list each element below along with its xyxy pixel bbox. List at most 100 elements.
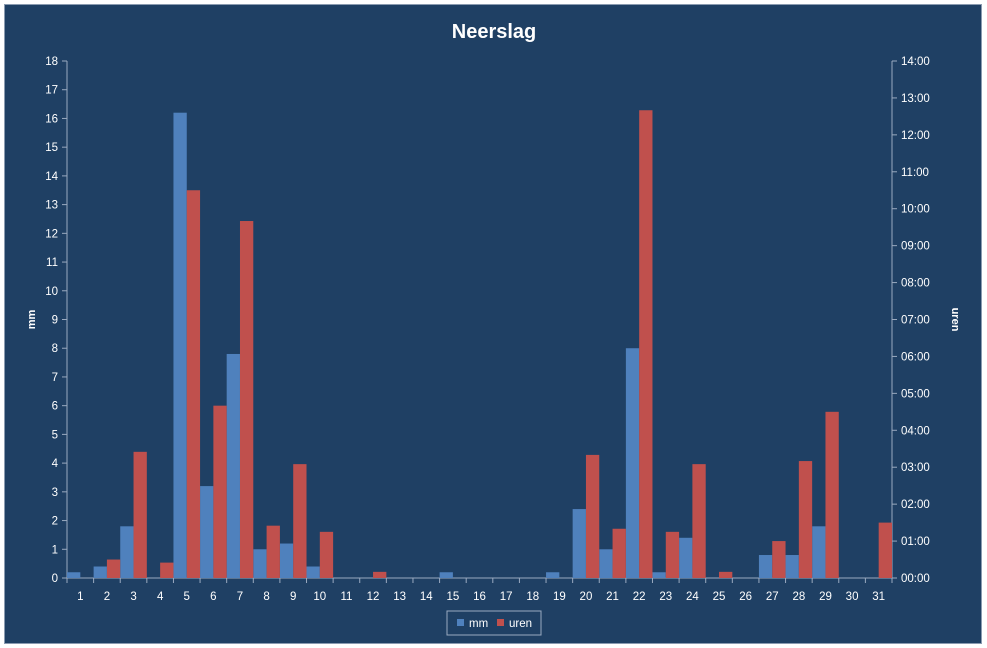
bar-mm-1: [67, 572, 81, 578]
legend: mm uren: [446, 610, 542, 636]
x-tick-label: 9: [290, 591, 296, 603]
x-tick-label: 3: [130, 591, 136, 603]
y-tick-label: 1: [52, 544, 58, 556]
bar-uren-20: [585, 454, 600, 578]
bar-uren-5: [186, 190, 201, 578]
bar-mm-21: [599, 549, 613, 578]
x-tick-label: 6: [210, 591, 216, 603]
x-tick-label: 7: [237, 591, 243, 603]
bar-uren-25: [719, 571, 733, 578]
bar-mm-5: [173, 112, 187, 578]
y-tick-label: 14: [45, 171, 58, 183]
y2-tick-label: 09:00: [901, 241, 930, 253]
x-tick-label: 29: [819, 591, 832, 603]
y-tick-label: 17: [45, 85, 58, 97]
bar-uren-12: [373, 571, 387, 578]
bar-uren-29: [825, 411, 839, 578]
x-tick-label: 17: [500, 591, 513, 603]
y-tick-label: 15: [45, 142, 58, 154]
x-tick-label: 21: [606, 591, 619, 603]
x-tick-label: 8: [263, 591, 269, 603]
x-tick-label: 5: [184, 591, 190, 603]
y-axis-title: mm: [26, 310, 38, 330]
bar-uren-10: [319, 531, 334, 578]
bar-uren-7: [239, 221, 254, 578]
y2-tick-label: 14:00: [901, 56, 930, 68]
x-tick-label: 10: [313, 591, 326, 603]
y2-tick-label: 06:00: [901, 351, 930, 363]
tick-labels: 012345678910111213141516171800:0001:0002…: [45, 56, 930, 603]
bar-mm-2: [93, 566, 107, 578]
x-tick-label: 12: [367, 591, 380, 603]
y2-tick-label: 10:00: [901, 204, 930, 216]
x-tick-label: 22: [633, 591, 646, 603]
y2-axis-title: uren: [949, 308, 961, 332]
bar-uren-22: [639, 110, 653, 579]
y-tick-label: 2: [52, 516, 58, 528]
y-tick-label: 4: [52, 458, 59, 470]
bar-uren-27: [772, 541, 786, 578]
legend-label-uren: uren: [509, 618, 532, 630]
x-tick-label: 13: [393, 591, 406, 603]
x-tick-label: 15: [446, 591, 459, 603]
y2-tick-label: 12:00: [901, 130, 930, 142]
bar-mm-22: [625, 348, 640, 578]
x-tick-label: 20: [580, 591, 593, 603]
chart-svg: Neerslag mm uren 01234567891011121314151…: [26, 21, 961, 636]
x-tick-label: 19: [553, 591, 566, 603]
bar-uren-2: [106, 559, 121, 578]
y2-tick-label: 04:00: [901, 425, 930, 437]
bar-mm-24: [679, 537, 693, 578]
x-tick-label: 16: [473, 591, 486, 603]
chart-area: Neerslag mm uren 0 1 2 3 4 5 6 7 8 9 10 11 12 13 14 15 1…: [4, 4, 982, 644]
x-tick-label: 11: [340, 591, 352, 603]
legend-swatch-uren: [497, 619, 504, 626]
legend-label-mm: mm: [469, 618, 488, 630]
chart-title: Neerslag: [452, 21, 537, 43]
bar-mm-20: [572, 509, 586, 578]
x-tick-label: 30: [846, 591, 859, 603]
bar-uren-24: [692, 464, 706, 578]
y2-tick-label: 05:00: [901, 388, 930, 400]
bars: [67, 110, 892, 579]
bar-mm-29: [812, 526, 826, 578]
bar-mm-3: [120, 526, 134, 578]
bar-mm-7: [226, 353, 240, 578]
bar-uren-8: [266, 525, 280, 578]
y2-tick-label: 00:00: [901, 573, 930, 585]
y2-tick-label: 02:00: [901, 499, 930, 511]
x-tick-label: 1: [77, 591, 83, 603]
x-tick-label: 26: [739, 591, 752, 603]
y-tick-label: 12: [45, 228, 58, 240]
y2-tick-label: 11:00: [901, 167, 929, 179]
y-tick-label: 16: [45, 113, 58, 125]
bar-mm-6: [200, 486, 214, 578]
x-tick-label: 14: [420, 591, 433, 603]
y2-tick-label: 01:00: [901, 536, 930, 548]
bar-mm-15: [439, 572, 453, 578]
bar-mm-27: [758, 555, 773, 578]
y2-tick-label: 07:00: [901, 315, 930, 327]
x-tick-label: 2: [104, 591, 110, 603]
y-tick-label: 6: [52, 401, 58, 413]
x-tick-label: 24: [686, 591, 699, 603]
bar-mm-10: [306, 566, 320, 578]
bar-uren-23: [665, 531, 680, 578]
y2-tick-label: 03:00: [901, 462, 930, 474]
bar-uren-9: [293, 464, 307, 578]
y-tick-label: 3: [52, 487, 58, 499]
bar-mm-28: [785, 555, 799, 578]
y2-tick-label: 08:00: [901, 278, 930, 290]
legend-swatch-mm: [457, 619, 464, 626]
y-tick-label: 11: [46, 257, 58, 269]
y-tick-label: 10: [45, 286, 58, 298]
x-tick-label: 31: [872, 591, 885, 603]
bar-uren-28: [798, 461, 813, 578]
bar-mm-23: [652, 572, 666, 578]
bar-uren-6: [213, 405, 227, 578]
x-tick-label: 18: [526, 591, 539, 603]
y-tick-label: 5: [52, 429, 58, 441]
bar-uren-21: [612, 528, 626, 578]
bar-mm-8: [253, 549, 267, 578]
x-tick-label: 25: [713, 591, 726, 603]
